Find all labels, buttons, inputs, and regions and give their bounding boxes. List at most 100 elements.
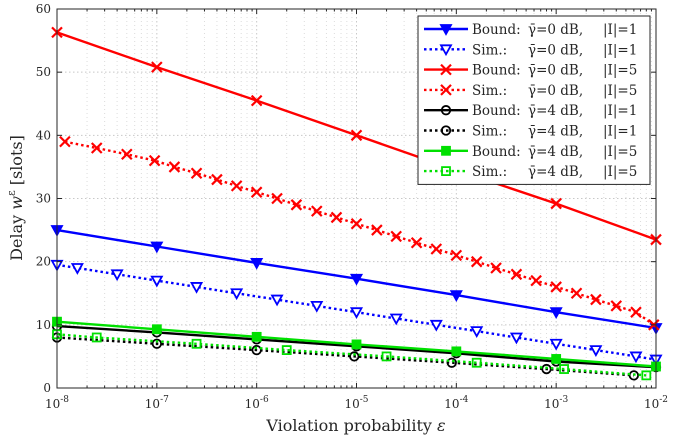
- legend-set-label: |I|=5: [603, 164, 637, 180]
- legend-entry: Bound: γ̄=4 dB, |I|=1: [424, 103, 637, 119]
- legend-gamma-label: γ̄=0 dB,: [528, 63, 583, 79]
- x-marker: [190, 167, 203, 180]
- legend-gamma-label: γ̄=0 dB,: [528, 83, 583, 99]
- x-marker: [610, 300, 623, 312]
- square-marker: [441, 145, 451, 156]
- square-marker: [281, 345, 292, 356]
- x-marker: [211, 173, 223, 186]
- circle-marker: [628, 370, 640, 381]
- x-marker: [350, 217, 363, 230]
- triangle-marker: [349, 307, 364, 320]
- x-marker: [550, 281, 562, 293]
- square-marker: [191, 338, 202, 349]
- x-marker: [271, 192, 283, 205]
- x-tick-label: 10-2: [644, 395, 668, 411]
- series-8: [52, 329, 652, 381]
- x-marker: [350, 129, 363, 142]
- square-marker: [471, 357, 482, 368]
- triangle-marker: [250, 258, 264, 270]
- legend-gamma-label: γ̄=4 dB,: [528, 164, 583, 180]
- x-marker: [530, 274, 542, 287]
- x-marker: [310, 205, 323, 217]
- legend-kind-label: Bound:: [472, 22, 521, 38]
- x-marker: [410, 236, 423, 249]
- legend-kind-label: Sim.:: [472, 42, 507, 58]
- series-4: [59, 135, 660, 331]
- y-tick-label: 10: [36, 318, 51, 332]
- x-marker: [570, 287, 583, 300]
- triangle-marker: [629, 351, 643, 364]
- triangle-marker: [230, 288, 244, 301]
- x-marker: [250, 186, 263, 198]
- x-marker: [90, 142, 103, 154]
- y-tick-label: 20: [36, 255, 51, 269]
- legend-set-label: |I|=5: [603, 83, 637, 99]
- triangle-marker: [509, 332, 523, 345]
- square-marker: [641, 370, 652, 381]
- circle-marker: [440, 105, 452, 116]
- legend-set-label: |I|=1: [603, 42, 637, 58]
- legend-kind-label: Sim.:: [472, 164, 507, 180]
- series-1: [50, 225, 663, 335]
- legend-set-label: |I|=1: [603, 22, 637, 38]
- x-marker: [59, 135, 71, 148]
- x-marker: [430, 243, 443, 255]
- triangle-marker: [439, 24, 453, 36]
- triangle-marker: [110, 269, 124, 282]
- x-tick-label: 10-5: [344, 395, 368, 411]
- x-marker: [440, 63, 452, 76]
- square-marker: [551, 354, 562, 364]
- triangle-marker: [389, 313, 403, 326]
- square-marker: [151, 324, 162, 335]
- triangle-marker: [549, 338, 563, 351]
- legend-set-label: |I|=1: [603, 103, 637, 119]
- legend-kind-label: Bound:: [472, 103, 521, 119]
- triangle-marker: [429, 319, 443, 332]
- series-line: [56, 333, 647, 377]
- legend-box: [417, 15, 651, 185]
- x-axis-title: Violation probability ε: [265, 416, 445, 435]
- x-marker: [550, 197, 562, 210]
- circle-marker: [251, 344, 262, 356]
- legend-kind-label: Sim.:: [472, 83, 507, 99]
- triangle-marker: [439, 44, 453, 57]
- triangle-marker: [449, 290, 463, 302]
- circle-marker: [440, 125, 452, 136]
- square-marker: [91, 332, 102, 343]
- square-marker: [351, 339, 362, 350]
- legend-entry: Bound: γ̄=0 dB, |I|=1: [424, 22, 637, 38]
- circle-marker: [349, 351, 360, 362]
- legend-entry: Bound: γ̄=0 dB, |I|=5: [424, 63, 637, 79]
- x-marker: [510, 268, 523, 281]
- x-marker: [450, 249, 463, 262]
- y-tick-label: 50: [36, 65, 51, 79]
- legend-gamma-label: γ̄=4 dB,: [528, 124, 583, 140]
- x-tick-label: 10-4: [444, 395, 468, 411]
- triangle-marker: [150, 241, 164, 254]
- y-tick-label: 30: [36, 192, 51, 206]
- triangle-marker: [349, 273, 364, 286]
- x-marker: [250, 94, 263, 107]
- legend-gamma-label: γ̄=4 dB,: [528, 144, 583, 160]
- triangle-marker: [589, 345, 603, 357]
- legend-entry: Sim.: γ̄=4 dB, |I|=5: [424, 164, 637, 180]
- legend-kind-label: Bound:: [472, 63, 521, 79]
- triangle-marker: [70, 263, 84, 275]
- legend-set-label: |I|=1: [603, 124, 637, 140]
- y-axis-title: Delay wε [slots]: [5, 135, 26, 261]
- square-marker: [441, 166, 451, 177]
- square-marker: [559, 364, 569, 374]
- axis-ticks: 10-8 10-7 10-6 10-5 10-4 10-3 10-2 0 10 20 30 40 50 6…: [36, 2, 668, 411]
- circle-marker: [446, 357, 457, 368]
- legend-gamma-label: γ̄=0 dB,: [528, 22, 583, 38]
- legend-gamma-label: γ̄=0 dB,: [528, 42, 583, 58]
- series-2: [50, 259, 663, 367]
- x-marker: [440, 84, 452, 96]
- triangle-marker: [270, 294, 284, 307]
- x-marker: [290, 199, 303, 211]
- triangle-marker: [190, 282, 204, 294]
- legend-kind-label: Bound:: [472, 144, 521, 160]
- circle-marker: [151, 338, 162, 349]
